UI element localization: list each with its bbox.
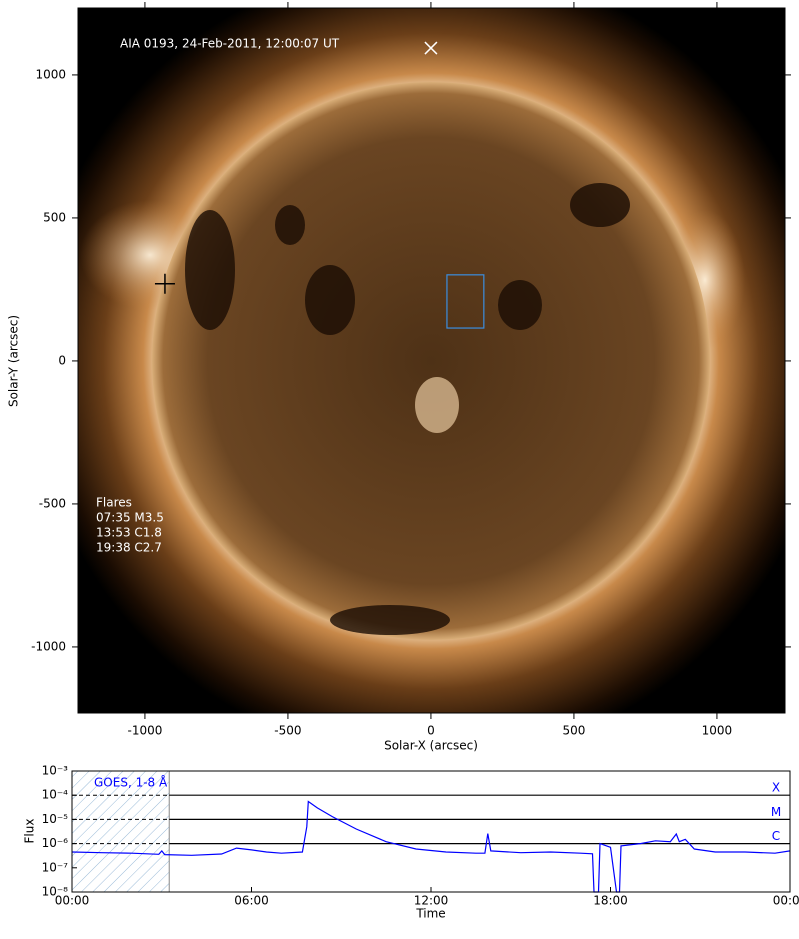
flare-entry: 19:38 C2.7 bbox=[96, 541, 162, 555]
y-tick-label: 1000 bbox=[35, 67, 66, 81]
position-marker bbox=[154, 273, 175, 294]
shaded-region bbox=[72, 771, 170, 892]
x-tick-label: -500 bbox=[274, 724, 301, 738]
flux-line bbox=[71, 800, 791, 893]
x-tick-label: 18:00 bbox=[593, 894, 628, 908]
x-tick-label: 00:00 bbox=[55, 894, 90, 908]
flares-title: Flares bbox=[96, 496, 132, 510]
position-marker bbox=[424, 41, 438, 55]
level-label: C bbox=[772, 829, 780, 843]
y-axis-label: Flux bbox=[23, 819, 37, 844]
y-tick-label: -500 bbox=[39, 496, 66, 510]
goes-plot-area bbox=[72, 771, 790, 892]
y-axis-label: Solar-Y (arcsec) bbox=[7, 315, 21, 407]
flare-entry: 13:53 C1.8 bbox=[96, 526, 162, 540]
plot-frame bbox=[71, 770, 791, 893]
y-tick-label: -1000 bbox=[31, 639, 66, 653]
y-tick-label: 0 bbox=[58, 353, 66, 367]
level-label: X bbox=[772, 781, 780, 795]
x-axis-label: Solar-X (arcsec) bbox=[384, 739, 478, 753]
y-tick-label: 10⁻⁷ bbox=[42, 860, 69, 874]
x-tick-label: -1000 bbox=[127, 724, 162, 738]
y-tick-label: 10⁻⁸ bbox=[42, 885, 69, 899]
x-tick-label: 1000 bbox=[702, 724, 733, 738]
region-box bbox=[446, 274, 485, 329]
image-title: AIA 0193, 24-Feb-2011, 12:00:07 UT bbox=[120, 37, 340, 51]
solar-image bbox=[78, 8, 785, 713]
x-tick-label: 500 bbox=[562, 724, 585, 738]
x-tick-label: 0 bbox=[427, 724, 435, 738]
x-tick-label: 00:00 bbox=[773, 894, 799, 908]
x-tick-label: 06:00 bbox=[234, 894, 269, 908]
y-tick-label: 10⁻⁶ bbox=[42, 836, 69, 850]
x-tick-label: 12:00 bbox=[414, 894, 449, 908]
y-tick-label: 10⁻⁴ bbox=[42, 788, 69, 802]
y-tick-label: 10⁻³ bbox=[42, 764, 69, 778]
legend-label: GOES, 1-8 Å bbox=[94, 775, 168, 790]
y-tick-label: 10⁻⁵ bbox=[42, 812, 69, 826]
x-axis-label: Time bbox=[415, 907, 445, 921]
flare-entry: 07:35 M3.5 bbox=[96, 511, 164, 525]
level-label: M bbox=[771, 805, 781, 819]
y-tick-label: 500 bbox=[43, 210, 66, 224]
